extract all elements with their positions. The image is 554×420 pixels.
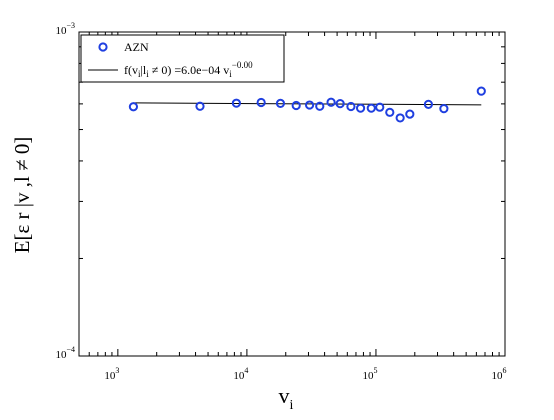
data-point [231, 98, 241, 108]
data-point [335, 99, 345, 109]
fit-legend-mid: |l [141, 63, 147, 77]
x-tick-label: 106 [492, 366, 507, 382]
y-tick-label: 10−4 [55, 345, 75, 361]
x-tick-label: 103 [104, 366, 119, 382]
legend-box [80, 34, 285, 83]
chart-marks [128, 86, 486, 123]
fit-line [133, 102, 482, 106]
data-point [346, 101, 356, 112]
data-point [275, 98, 286, 109]
y-axis-label: E[ε r |v ,l ≠ 0] [10, 137, 34, 254]
legend-label-azn: AZN [124, 40, 149, 54]
legend-label-fit: f(vi|li ≠ 0) =6.0e−04 vi−0.00 [124, 60, 253, 79]
data-point [355, 103, 366, 113]
fit-legend-sub1: i [138, 69, 141, 79]
data-point [315, 101, 325, 111]
data-point [195, 101, 205, 111]
fit-legend-sub2: i [146, 69, 149, 79]
fit-legend-rest: ≠ 0) =6.0e−04 v [149, 63, 229, 77]
data-point [304, 100, 315, 110]
x-tick-label: 105 [362, 366, 377, 382]
legend-marker-azn [98, 42, 108, 52]
legend: AZN f(vi|li ≠ 0) =6.0e−04 vi−0.00 [80, 34, 285, 83]
x-tick-label: 104 [233, 366, 248, 382]
x-axis-label-sub: i [290, 398, 294, 413]
axes-frame [78, 31, 506, 357]
data-point [256, 97, 266, 108]
data-point [128, 102, 139, 112]
tick-labels: 103 104 105 106 10−4 10−3 [55, 21, 506, 382]
y-tick-label: 10−3 [55, 21, 75, 37]
fit-legend-sub3: i [229, 69, 232, 79]
fit-legend-sup: −0.00 [232, 60, 253, 70]
data-point [423, 99, 434, 109]
data-point [291, 100, 301, 111]
data-point [476, 86, 486, 96]
data-point [395, 113, 405, 123]
data-point [405, 109, 415, 119]
data-point [366, 103, 376, 113]
fit-legend-prefix: f(v [124, 63, 138, 77]
data-point [326, 97, 336, 107]
data-point [439, 104, 449, 114]
data-point [385, 107, 395, 117]
x-axis-label-base: v [279, 383, 290, 408]
data-point [375, 102, 385, 112]
x-axis-label: vi [279, 383, 294, 413]
